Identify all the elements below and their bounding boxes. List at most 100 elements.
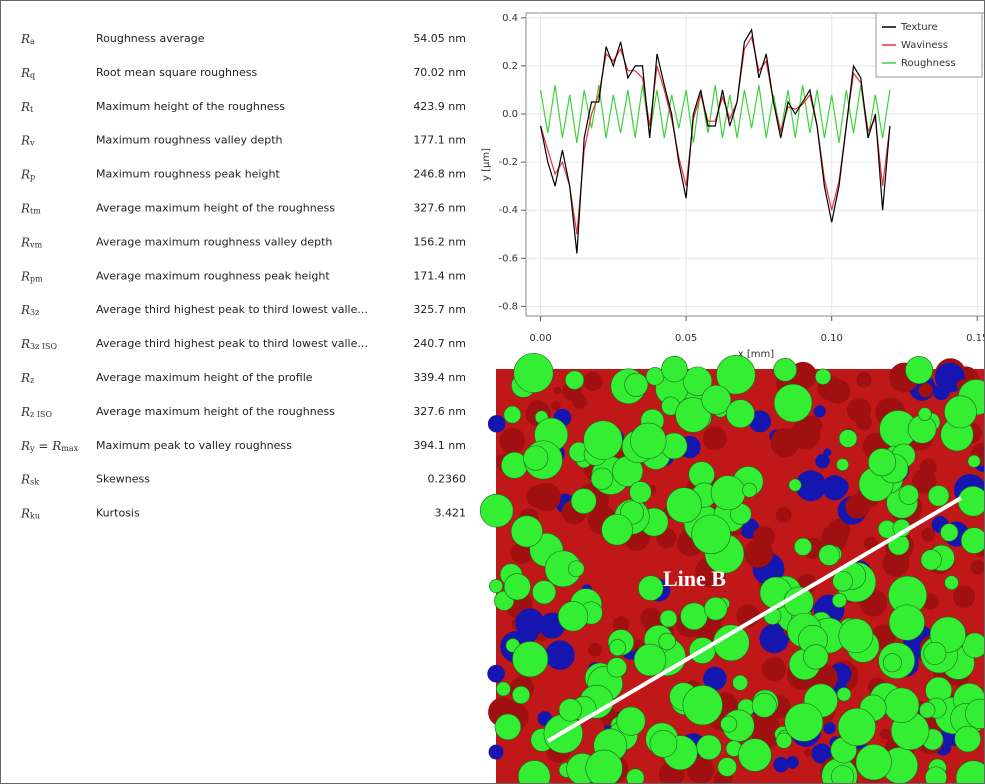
micrograph-grain [883,687,920,723]
parameter-name: Maximum roughness valley depth [96,134,283,147]
legend-label: Texture [900,22,938,33]
micrograph-grain [888,604,925,641]
scan-line-label: Line B [663,566,726,591]
parameter-value: 240.7 nm [413,337,466,350]
micrograph-grain [955,760,984,783]
micrograph-grain [838,618,874,654]
symbol-text: R [20,337,30,351]
micrograph-blob [786,756,799,769]
symbol-text: R [20,303,30,317]
micrograph-blob [845,494,870,519]
micrograph-grain [661,355,688,383]
micrograph-grain [927,485,950,507]
y-tick-label: -0.2 [498,157,518,168]
parameter-value: 327.6 nm [413,202,466,215]
series-line [540,28,891,254]
parameter-name: Average maximum height of the roughness [96,405,335,418]
micrograph-grain [940,523,959,542]
micrograph-blob [830,477,849,497]
symbol-subscript: tm [30,207,41,216]
micrograph-grain [814,368,832,385]
micrograph-blob [515,608,545,638]
micrograph-blob [762,657,787,682]
micrograph-blob [553,386,562,395]
micrograph-grain [954,725,981,753]
micrograph-grain [523,445,549,471]
symbol-text: R [20,269,30,283]
symbol-text: R [20,32,30,46]
micrograph-grain [751,692,777,718]
micrograph-blob [702,426,727,451]
parameter-value: 3.421 [435,507,467,520]
micrograph-grain [629,481,652,504]
parameter-symbol: Rvm [20,235,43,250]
symbol-subscript: pm [30,274,43,283]
micrograph-grain [479,493,514,528]
symbol-subscript: ku [30,512,40,521]
micrograph-grain [590,467,614,490]
micrograph-grain [510,515,543,548]
micrograph-blob [815,453,830,469]
micrograph-grain [675,397,711,433]
micrograph-blob [795,470,827,502]
symbol-text: R [20,235,30,249]
micrograph-grain [568,560,585,578]
y-tick-label: 0.0 [502,109,518,120]
micrograph-grain [626,768,645,783]
symbol-subscript: 3z ISO [30,342,57,351]
micrograph-grain [511,685,531,705]
micrograph-blob [752,526,776,549]
parameter-name: Roughness average [96,32,205,45]
symbol-text: R [20,506,30,520]
parameter-value: 246.8 nm [413,168,466,181]
micrograph-grain [710,475,746,511]
micrograph-blob [823,448,832,457]
micrograph-grain [773,357,798,382]
micrograph-grain [898,484,919,505]
micrograph-blob [526,484,550,508]
micrograph-grain [703,596,728,621]
parameter-value: 171.4 nm [413,269,466,282]
parameter-symbol: Rpm [20,269,43,284]
scan-line [546,496,963,743]
micrograph-blob [924,595,936,608]
micrograph-blob [911,469,937,494]
micrograph-grain [788,478,802,492]
micrograph-grain [630,422,667,459]
parameter-name: Skewness [96,473,150,486]
y-axis-label: y [µm] [481,148,492,181]
parameter-symbol: Rtm [20,201,41,216]
micrograph-grain [532,580,557,605]
parameter-symbol: Rz [20,371,34,386]
parameter-value: 423.9 nm [413,100,466,113]
symbol-text: R [20,167,30,181]
micrograph-grain [832,592,847,608]
series-line [540,35,891,235]
micrograph-grain [717,757,737,777]
micrograph-grain [837,707,876,747]
micrograph-grain [793,537,812,556]
micrograph-blob [589,376,601,389]
parameter-symbol: Rz ISO [20,404,52,419]
micrograph-blob [545,640,575,670]
micrograph-blob [882,549,910,577]
parameter-value: 156.2 nm [413,235,466,248]
micrograph-grain [517,760,551,783]
symbol-text: R [20,133,30,147]
micrograph-grain [609,639,626,657]
parameter-symbol: Rq [20,65,35,80]
parameter-value: 394.1 nm [413,439,466,452]
micrograph-grain [680,602,708,631]
micrograph-blob [823,721,836,735]
symbol-subscript: sk [30,478,39,487]
micrograph-blob [803,748,813,757]
micrograph-blob [551,401,561,411]
parameter-symbol: Rku [20,506,40,521]
parameter-name: Average third highest peak to third lowe… [96,303,368,316]
parameter-value: 54.05 nm [413,32,466,45]
symbol-text: R [20,371,30,385]
symbol-subscript: q [30,71,35,80]
micrograph-grain [558,698,582,722]
x-axis-label: x [mm] [738,349,774,360]
